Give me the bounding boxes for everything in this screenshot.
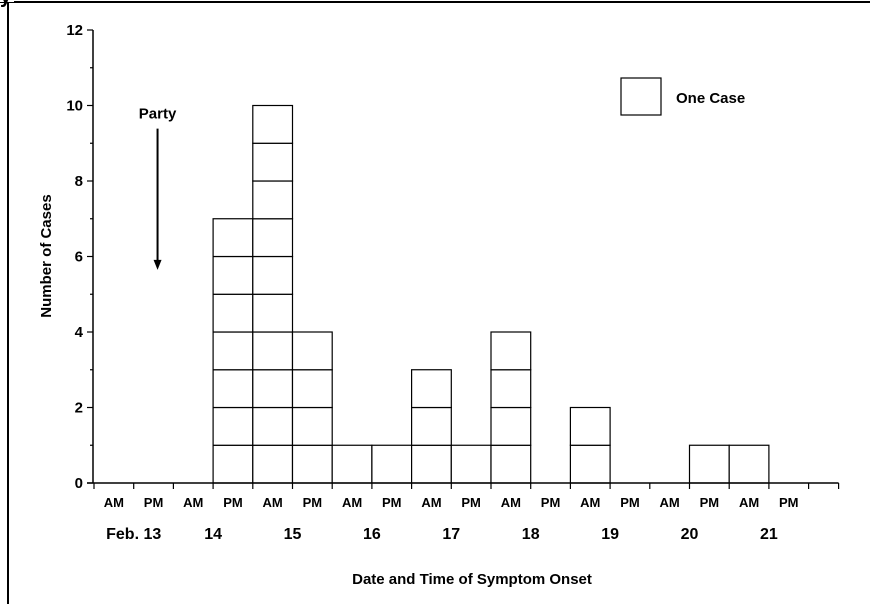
x-period-label-16: AM (739, 495, 759, 510)
case-box-17-am-1 (411, 444, 452, 484)
x-period-label-10: AM (501, 495, 521, 510)
title-gap (0, 0, 14, 2)
case-box-14-pm-4 (212, 331, 254, 371)
x-period-label-6: AM (342, 495, 362, 510)
case-box-15-am-7 (252, 218, 294, 258)
case-box-14-pm-3 (212, 369, 254, 409)
case-box-15-am-3 (252, 369, 294, 409)
party-annotation-label: Party (139, 106, 177, 123)
x-period-label-7: PM (382, 495, 402, 510)
x-date-label-1: 14 (204, 526, 222, 543)
x-date-label-5: 18 (522, 526, 540, 543)
y-tick-label-12: 12 (66, 22, 83, 39)
case-box-15-am-1 (252, 444, 294, 484)
case-box-15-am-2 (252, 406, 294, 446)
y-tick-label-8: 8 (75, 173, 83, 190)
x-period-label-4: AM (263, 495, 283, 510)
case-box-14-pm-1 (212, 444, 254, 484)
case-box-15-pm-2 (291, 406, 333, 446)
x-period-label-17: PM (779, 495, 799, 510)
x-period-label-11: PM (541, 495, 561, 510)
x-date-label-7: 20 (681, 526, 699, 543)
y-tick-labels: 0 2 4 6 8 10 12 (66, 22, 83, 492)
x-period-label-1: PM (144, 495, 164, 510)
bars-layer (212, 104, 770, 484)
case-box-15-am-10 (252, 104, 294, 144)
case-box-15-am-6 (252, 255, 294, 295)
case-box-14-pm-2 (212, 406, 254, 446)
y-tick-label-2: 2 (75, 400, 83, 417)
case-box-15-pm-3 (291, 369, 333, 409)
case-box-18-am-2 (490, 406, 532, 446)
case-box-16-am-1 (331, 444, 373, 484)
legend: One Case (620, 77, 745, 116)
x-axis-title: Date and Time of Symptom Onset (352, 571, 592, 588)
legend-swatch (620, 77, 662, 116)
x-date-label-3: 16 (363, 526, 381, 543)
party-arrowhead (153, 259, 162, 270)
case-box-18-am-3 (490, 369, 532, 409)
case-box-20-pm-1 (688, 444, 730, 484)
case-box-19-am-1 (569, 444, 611, 484)
case-box-15-pm-1 (291, 444, 333, 484)
chart-title: y (0, 0, 12, 8)
case-box-19-am-2 (569, 406, 611, 446)
y-tick-label-10: 10 (66, 98, 83, 115)
x-period-label-15: PM (700, 495, 720, 510)
case-box-15-am-8 (252, 180, 294, 220)
x-period-label-0: AM (104, 495, 124, 510)
x-period-label-5: PM (303, 495, 323, 510)
case-box-15-am-9 (252, 142, 294, 182)
x-period-label-9: PM (461, 495, 481, 510)
x-period-label-12: AM (580, 495, 600, 510)
x-period-label-14: AM (660, 495, 680, 510)
x-period-label-8: AM (421, 495, 441, 510)
x-period-label-2: AM (183, 495, 203, 510)
case-box-21-am-1 (728, 444, 770, 484)
y-tick-label-0: 0 (75, 475, 83, 492)
x-period-label-3: PM (223, 495, 243, 510)
case-box-17-am-2 (411, 406, 452, 446)
case-box-15-am-4 (252, 331, 294, 371)
case-box-15-pm-4 (291, 331, 333, 371)
case-box-16-pm-1 (371, 444, 413, 484)
case-box-14-pm-5 (212, 293, 254, 333)
y-tick-label-6: 6 (75, 249, 83, 266)
y-axis-title: Number of Cases (38, 194, 55, 317)
x-date-label-0: Feb. 13 (106, 526, 161, 543)
case-box-15-am-5 (252, 293, 294, 333)
case-box-17-am-3 (411, 369, 452, 409)
x-period-label-13: PM (620, 495, 640, 510)
x-tick-labels: AM PM AM PM AM PM AM PM AM PM AM PM AM PM AM PM AM PM Feb.… (104, 495, 799, 543)
x-date-label-2: 15 (284, 526, 302, 543)
x-date-label-8: 21 (760, 526, 778, 543)
case-box-17-pm-1 (450, 444, 492, 484)
case-box-18-am-1 (490, 444, 532, 484)
y-tick-label-4: 4 (75, 324, 84, 341)
x-date-label-4: 17 (442, 526, 460, 543)
case-box-18-am-4 (490, 331, 532, 371)
x-date-label-6: 19 (601, 526, 619, 543)
case-box-14-pm-6 (212, 255, 254, 295)
axes-layer (87, 29, 840, 489)
annotation: Party (139, 106, 177, 270)
case-box-14-pm-7 (212, 218, 254, 258)
legend-label: One Case (676, 90, 745, 107)
